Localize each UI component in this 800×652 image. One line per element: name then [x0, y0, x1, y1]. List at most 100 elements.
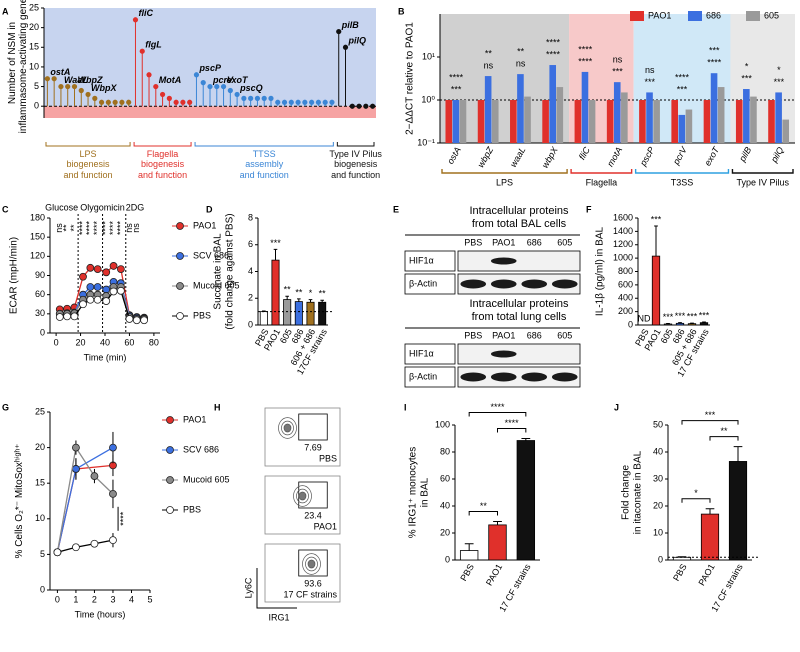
bracket	[681, 420, 739, 425]
point-label: flgL	[145, 40, 162, 50]
blot-panel	[457, 343, 581, 365]
point	[86, 283, 95, 291]
error-bar	[690, 322, 694, 324]
point-label: WbpZ	[77, 75, 102, 85]
bar	[452, 100, 460, 143]
y-tick-label: 40	[440, 500, 450, 510]
x-tick-label: PAO1	[484, 562, 504, 587]
bar	[621, 92, 628, 143]
group-bracket	[45, 142, 131, 147]
x-axis-label: Time (min)	[84, 352, 127, 362]
y-tick-label: 25	[35, 406, 45, 416]
density-contour	[283, 423, 292, 433]
significance: ***	[451, 84, 462, 94]
point	[153, 83, 159, 90]
bar	[484, 76, 492, 143]
y-axis-label-box: % IRG1⁺ monocytes in BAL	[407, 446, 431, 539]
group-label: LPS biogenesis and function	[63, 149, 113, 180]
blot-title-box: Intracellular proteins from total BAL ce…	[469, 205, 568, 230]
significance: ****	[675, 72, 690, 82]
blot-panel	[457, 250, 581, 272]
point	[309, 99, 315, 105]
lane-label: 605	[557, 330, 572, 340]
point	[220, 83, 227, 90]
y-tick-label: 0	[445, 554, 450, 564]
point	[254, 95, 261, 101]
y-tick-label: 15	[35, 478, 45, 488]
x-tick-label: 0	[54, 337, 59, 347]
legend-label: PAO1	[193, 220, 216, 230]
density-contour	[296, 488, 309, 504]
bar	[775, 92, 782, 143]
group-label: Type IV Pilus	[736, 177, 789, 187]
point-label: fliC	[138, 8, 153, 18]
axis-arrows	[256, 568, 297, 609]
error-bar	[666, 322, 670, 324]
point	[90, 472, 99, 480]
error-bar	[320, 299, 324, 303]
significance: **	[295, 287, 303, 297]
error-bar	[521, 438, 531, 441]
point	[132, 316, 141, 325]
bar	[294, 301, 303, 326]
bar	[699, 322, 709, 326]
annotation: ****	[77, 221, 87, 236]
legend-marker	[166, 446, 174, 454]
lane-label: PBS	[464, 330, 482, 340]
x-tick-label: 60	[124, 337, 134, 347]
bar	[477, 100, 485, 143]
y-tick-label: 60	[35, 289, 45, 299]
y-tick-label: 20	[653, 500, 663, 510]
band	[490, 350, 517, 358]
y-tick-label: 20	[35, 442, 45, 452]
point-label: MotA	[159, 75, 182, 85]
y-tick-label: 400	[618, 293, 633, 303]
significance: ***	[699, 310, 710, 320]
bracket-label: *	[694, 488, 698, 498]
legend-marker	[166, 416, 174, 424]
legend-label: 605	[764, 10, 779, 20]
y-axis-label: Number of NSM in inflammasome-activating…	[6, 0, 30, 134]
point	[132, 17, 139, 23]
y-axis-label: % IRG1⁺ monocytes in BAL	[407, 446, 431, 539]
point	[86, 295, 95, 304]
bar	[743, 89, 750, 143]
bar	[488, 524, 507, 561]
error-bar	[733, 446, 743, 462]
bracket-label: **	[720, 426, 728, 436]
y-axis-label-box: % Cells O₂*⁻ MitoSoxʰⁱᵍʰ⁺	[14, 444, 25, 559]
point	[72, 465, 80, 473]
point-label: pscP	[198, 63, 222, 73]
error-bar	[308, 299, 313, 303]
x-tick-label: 20	[76, 337, 86, 347]
bar	[717, 87, 725, 143]
y-tick-label: 2	[248, 293, 253, 303]
legend-swatch	[746, 11, 760, 21]
panel-letter: A	[2, 6, 9, 16]
y-axis-label: 2−ΔΔCT relative to PAO1	[404, 22, 416, 135]
point	[85, 91, 91, 98]
point	[207, 83, 213, 90]
point	[349, 103, 355, 109]
point	[119, 99, 125, 105]
y-tick-label: 15	[29, 42, 39, 52]
bar	[259, 311, 268, 326]
error-bar	[297, 298, 301, 302]
group-label-box: LPS biogenesis and function	[63, 149, 113, 180]
plot-label: PAO1	[314, 521, 337, 531]
group-label: Flagella biogenesis and function	[138, 149, 188, 180]
point	[72, 443, 80, 452]
error-bar	[678, 322, 682, 324]
point	[214, 83, 220, 90]
point	[295, 99, 301, 105]
bar	[581, 71, 589, 143]
x-tick-label: 4	[129, 594, 134, 604]
point	[109, 536, 117, 545]
y-axis-label-box: Fold change in itaconate in BAL	[621, 451, 644, 534]
bar	[606, 100, 614, 143]
point	[281, 99, 288, 105]
annotation: ns	[54, 223, 64, 233]
bar	[318, 301, 327, 326]
significance: ***	[645, 77, 656, 87]
y-tick-label: 5	[40, 549, 45, 559]
